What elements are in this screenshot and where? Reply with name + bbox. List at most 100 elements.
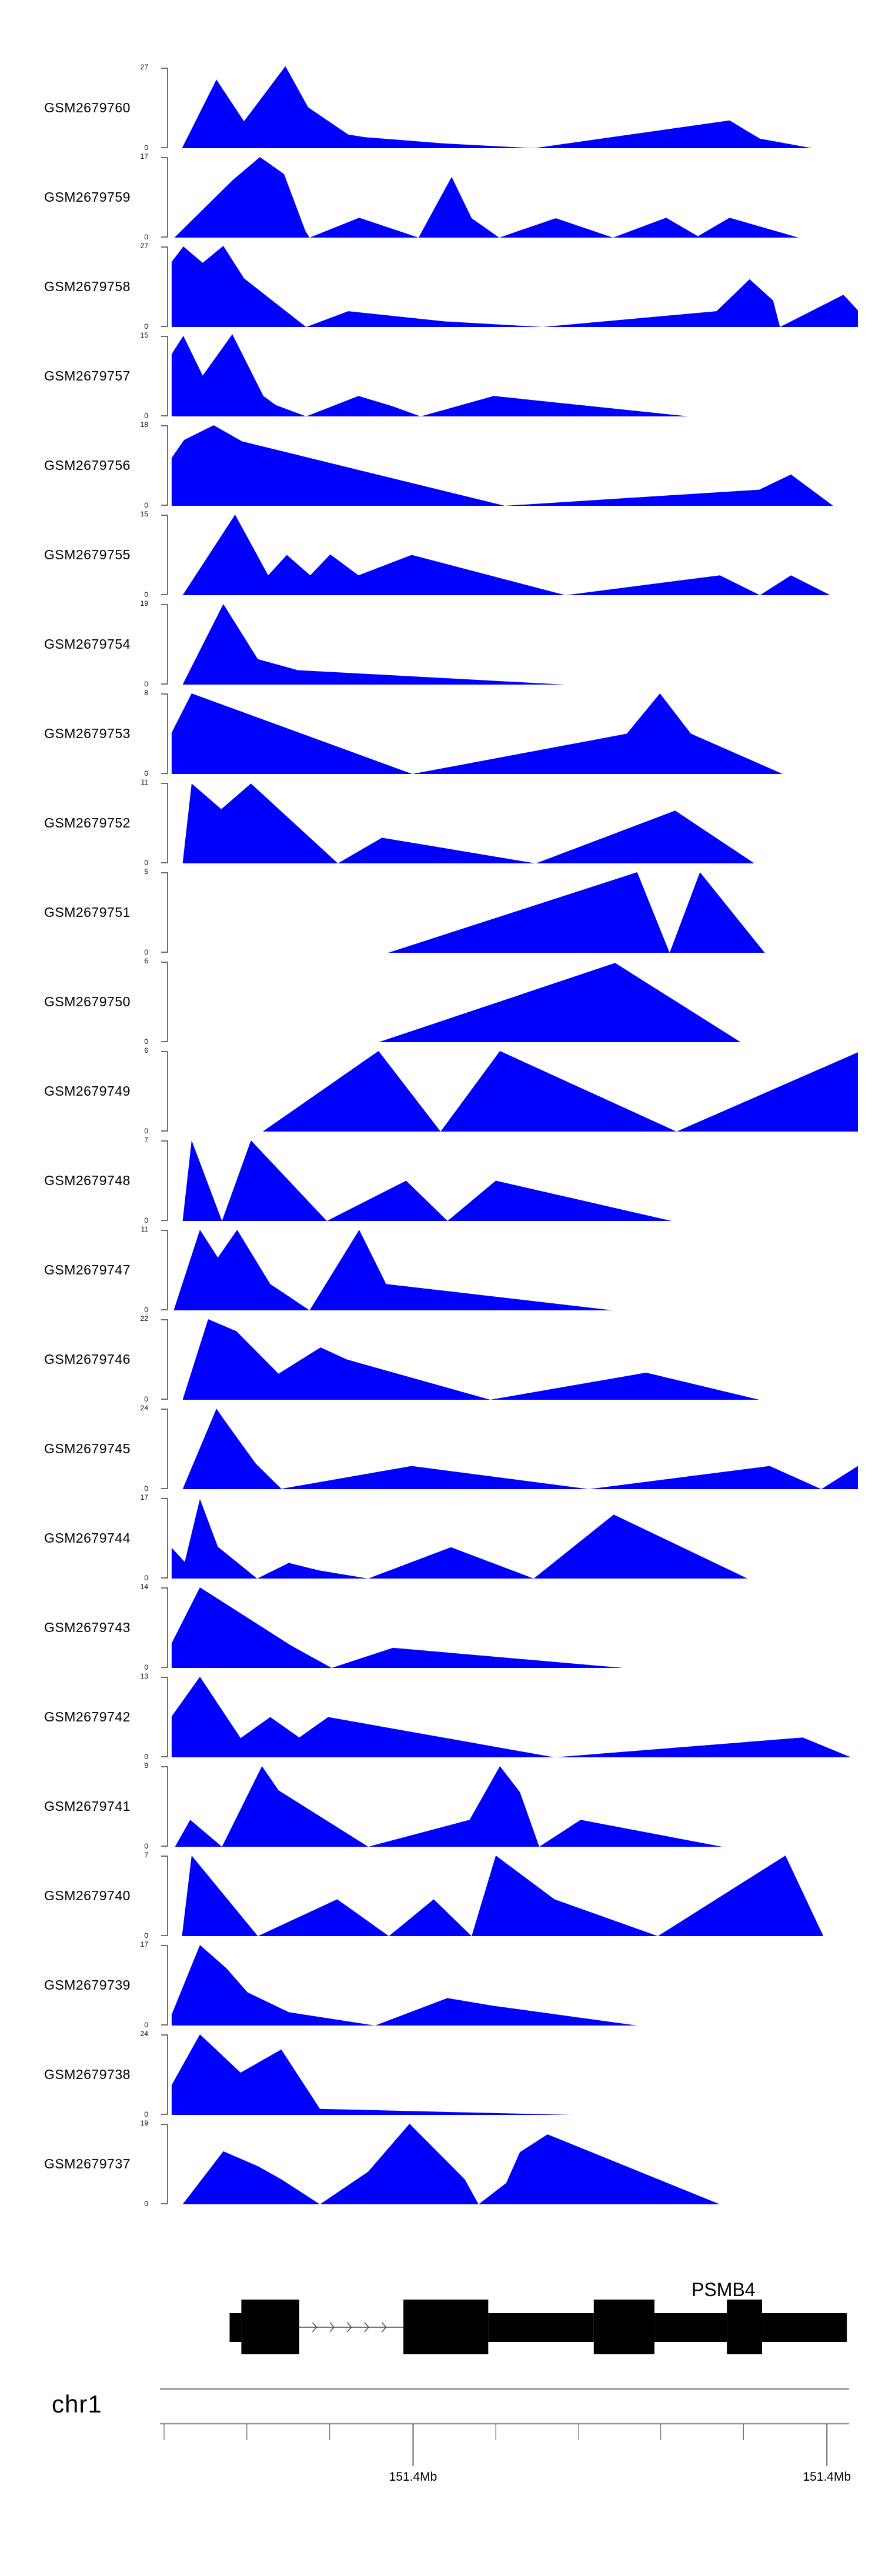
coverage-polygon — [171, 2034, 572, 2115]
track-ymax-label: 11 — [141, 778, 148, 786]
coverage-polygon — [171, 246, 858, 327]
track-label: GSM2679748 — [44, 1172, 131, 1188]
track-label: GSM2679742 — [44, 1709, 131, 1724]
chromosome-ruler: 151.4Mb 151.4Mb — [160, 2388, 851, 2484]
track-label: GSM2679751 — [44, 904, 131, 920]
track-ymin-label: 0 — [144, 2110, 148, 2118]
coverage-polygon — [182, 1409, 858, 1489]
track-label: GSM2679753 — [44, 725, 131, 741]
coverage-area-svg — [161, 872, 765, 953]
track-label: GSM2679745 — [44, 1440, 131, 1456]
coverage-area-svg — [161, 2034, 572, 2115]
coverage-polygon — [182, 604, 565, 685]
track-ymax-label: 27 — [140, 242, 148, 250]
track-label: GSM2679739 — [44, 1977, 131, 1993]
track-ymax-label: 11 — [141, 1225, 148, 1233]
coverage-polygon — [171, 1945, 637, 2026]
coverage-area-svg — [161, 1409, 858, 1489]
track-ymin-label: 0 — [144, 144, 148, 152]
track-label: GSM2679738 — [44, 2066, 131, 2082]
gene-strand-arrow-icon — [329, 2322, 335, 2333]
coverage-area-svg — [161, 1498, 748, 1579]
coverage-area-svg — [161, 1945, 637, 2026]
track-ymax-label: 27 — [140, 63, 148, 71]
coverage-area-svg — [161, 604, 565, 685]
gene-utr — [762, 2313, 847, 2342]
track-ymin-label: 0 — [144, 590, 148, 599]
coverage-polygon — [388, 872, 765, 953]
coverage-polygon — [262, 1051, 858, 1132]
coverage-polygon — [182, 1856, 824, 1936]
track-ymax-label: 24 — [140, 1404, 148, 1412]
track-label: GSM2679759 — [44, 189, 131, 205]
coverage-area-svg — [161, 66, 813, 148]
ruler-tick-label: 151.4Mb — [803, 2470, 851, 2484]
track-label: GSM2679744 — [44, 1530, 131, 1546]
track-ymax-label: 19 — [140, 2119, 148, 2127]
gene-strand-arrow-icon — [346, 2322, 352, 2333]
track-label: GSM2679741 — [44, 1798, 131, 1814]
track-ymax-label: 15 — [140, 510, 148, 518]
coverage-area-svg — [161, 962, 741, 1042]
track-label: GSM2679752 — [44, 815, 131, 830]
coverage-area-svg — [161, 1051, 858, 1132]
track-ymin-label: 0 — [144, 948, 148, 956]
gene-utr — [229, 2313, 242, 2342]
coverage-area-svg — [161, 1766, 722, 1847]
coverage-polygon — [378, 963, 741, 1042]
coverage-area-svg — [161, 425, 833, 506]
track-ymax-label: 22 — [140, 1314, 148, 1323]
coverage-area-svg — [161, 2124, 720, 2204]
chromosome-label: chr1 — [52, 2390, 102, 2418]
coverage-polygon — [171, 693, 783, 774]
coverage-polygon — [171, 1587, 624, 1668]
track-ymax-label: 7 — [144, 1136, 148, 1144]
gene-strand-arrow-icon — [364, 2322, 370, 2333]
track-ymax-label: 19 — [140, 599, 148, 608]
track-ymax-label: 15 — [140, 331, 148, 339]
gene-exon — [593, 2300, 655, 2354]
track-ymin-label: 0 — [144, 680, 148, 688]
coverage-area-svg — [161, 783, 755, 863]
coverage-area-svg — [161, 1856, 824, 1936]
gene-exon — [727, 2300, 763, 2354]
track-ymin-label: 0 — [144, 1931, 148, 1940]
coverage-area-svg — [161, 1319, 760, 1400]
coverage-polygon — [182, 515, 831, 595]
ruler-tick-label: 151.4Mb — [389, 2470, 437, 2484]
track-ymin-label: 0 — [144, 1574, 148, 1582]
track-ymin-label: 0 — [144, 1306, 148, 1314]
gene-exon — [241, 2300, 299, 2354]
track-ymin-label: 0 — [144, 412, 148, 420]
coverage-area-svg — [161, 693, 783, 774]
track-ymin-label: 0 — [144, 769, 148, 778]
coverage-area-svg — [161, 334, 689, 416]
track-ymin-label: 0 — [144, 1484, 148, 1493]
coverage-area-svg — [161, 515, 831, 595]
track-label: GSM2679737 — [44, 2155, 131, 2171]
track-ymax-label: 17 — [140, 152, 148, 161]
track-ymin-label: 0 — [144, 1663, 148, 1671]
track-ymax-label: 18 — [140, 421, 148, 429]
coverage-polygon — [171, 425, 833, 506]
track-ymin-label: 0 — [144, 2021, 148, 2029]
track-label: GSM2679749 — [44, 1083, 131, 1099]
track-ymin-label: 0 — [144, 1842, 148, 1850]
coverage-polygon — [182, 783, 755, 863]
coverage-polygon — [174, 157, 799, 238]
coverage-polygon — [175, 1766, 722, 1847]
track-ymax-label: 8 — [144, 689, 148, 697]
track-ymax-label: 6 — [144, 957, 148, 965]
track-label: GSM2679747 — [44, 1262, 131, 1277]
track-ymin-label: 0 — [144, 1395, 148, 1403]
coverage-polygon — [171, 1499, 748, 1579]
track-ymax-label: 17 — [140, 1940, 148, 1948]
coverage-polygon — [182, 1140, 672, 1221]
gene-utr — [654, 2313, 727, 2342]
coverage-polygon — [171, 334, 689, 416]
track-ymin-label: 0 — [144, 1216, 148, 1224]
track-ymin-label: 0 — [144, 859, 148, 867]
track-label: GSM2679746 — [44, 1351, 131, 1367]
track-ymin-label: 0 — [144, 233, 148, 241]
